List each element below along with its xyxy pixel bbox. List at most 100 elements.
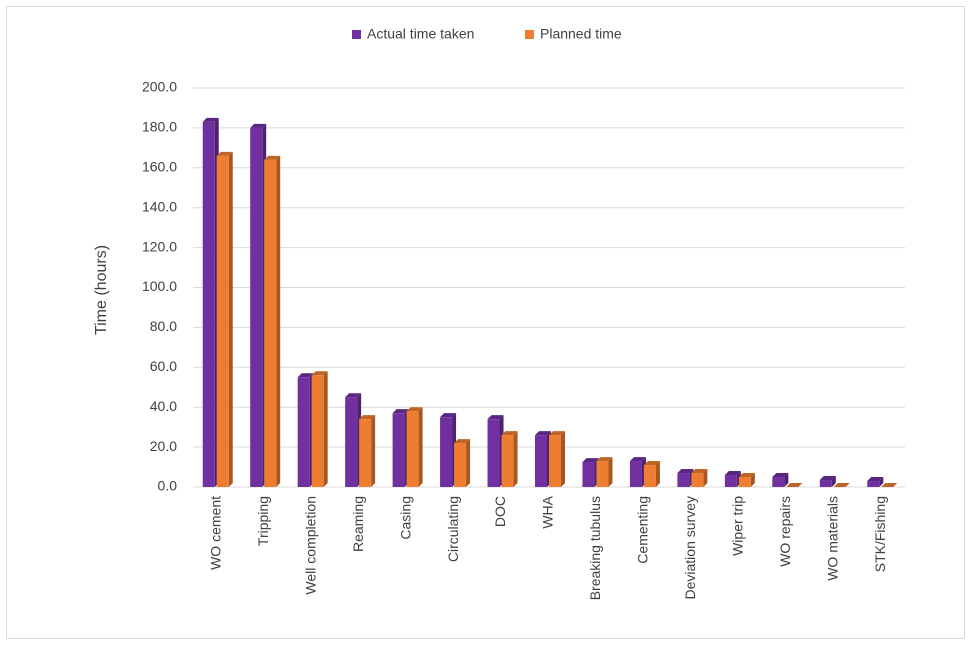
chart-border — [6, 6, 965, 639]
x-tick-label: Casing — [397, 496, 413, 540]
bar — [264, 159, 277, 487]
x-tick-label: WO repairs — [777, 496, 793, 567]
y-tick-label: 160.0 — [142, 159, 177, 175]
bar-top — [549, 431, 565, 436]
x-tick-label: Circulating — [445, 496, 461, 562]
bar-side — [513, 431, 518, 487]
y-tick-label: 20.0 — [150, 438, 177, 454]
bar-top — [738, 473, 755, 478]
bar-side — [750, 473, 755, 487]
x-tick-label: Breaking tubulus — [587, 496, 603, 600]
bar-top — [691, 469, 708, 474]
bar-top — [345, 393, 362, 398]
y-tick-label: 140.0 — [142, 198, 177, 214]
bar — [738, 477, 751, 487]
bar — [629, 461, 642, 487]
bar-side — [371, 415, 376, 487]
x-tick-label: Deviation survey — [682, 496, 698, 600]
bar — [202, 121, 215, 487]
bar-side — [418, 407, 423, 487]
bar-top — [264, 155, 281, 160]
x-tick-label: Tripping — [255, 496, 271, 546]
legend-swatch — [352, 30, 361, 39]
bar — [250, 127, 263, 488]
bar-top — [359, 415, 376, 420]
bar-top — [867, 477, 884, 482]
bar — [406, 411, 419, 487]
bar-top — [582, 458, 599, 463]
bar-top — [311, 371, 328, 376]
bar — [297, 377, 310, 487]
bar-top — [772, 473, 789, 478]
bar — [691, 473, 704, 487]
bar-side — [608, 457, 613, 487]
bar — [454, 443, 467, 487]
bar-side — [466, 439, 471, 487]
bar-side — [784, 473, 789, 487]
bar-top — [216, 151, 233, 156]
y-tick-label: 100.0 — [142, 278, 177, 294]
bar-top — [487, 415, 504, 420]
bar-top — [833, 483, 850, 487]
bar-side — [323, 371, 328, 487]
bar — [867, 481, 880, 487]
bar-top — [819, 476, 836, 481]
y-tick-label: 60.0 — [150, 358, 177, 374]
bar-top — [677, 469, 694, 474]
bar-top — [643, 461, 660, 466]
bar-side — [276, 155, 281, 487]
bar — [772, 477, 785, 487]
x-tick-label: WHA — [540, 495, 556, 528]
bar — [216, 155, 229, 487]
bar — [487, 419, 500, 487]
bar — [440, 417, 453, 487]
bar-top — [535, 431, 551, 436]
y-tick-label: 180.0 — [142, 119, 177, 135]
x-tick-label: DOC — [492, 496, 508, 527]
bar-top — [406, 407, 423, 412]
bar — [596, 461, 609, 487]
bar-top — [596, 457, 613, 462]
legend-swatch — [525, 30, 534, 39]
y-tick-label: 0.0 — [158, 478, 178, 494]
bar-top — [501, 431, 518, 436]
bar — [501, 435, 514, 487]
legend-label: Actual time taken — [367, 26, 474, 42]
y-tick-label: 200.0 — [142, 79, 177, 95]
x-tick-label: Wiper trip — [730, 496, 746, 556]
y-axis-title: Time (hours) — [93, 245, 110, 335]
y-tick-label: 40.0 — [150, 398, 177, 414]
bar — [359, 419, 372, 487]
bar-side — [655, 461, 660, 487]
bar-top — [297, 373, 314, 378]
x-tick-label: Reaming — [350, 496, 366, 552]
bar — [311, 375, 324, 487]
x-tick-label: Well completion — [302, 496, 318, 595]
bar — [345, 397, 358, 487]
bar — [643, 465, 656, 487]
bar-top — [881, 483, 898, 487]
bar-side — [703, 469, 708, 487]
bar — [582, 462, 595, 487]
bar-side — [561, 431, 565, 487]
bar — [392, 413, 405, 487]
bar — [535, 435, 547, 487]
x-tick-label: WO materials — [825, 496, 841, 581]
legend-label: Planned time — [540, 26, 622, 42]
bar-top — [786, 483, 803, 487]
bar-top — [392, 409, 409, 414]
bar — [677, 473, 690, 487]
bar-side — [879, 477, 884, 487]
y-tick-label: 120.0 — [142, 238, 177, 254]
y-tick-label: 80.0 — [150, 318, 177, 334]
bar-top — [629, 457, 646, 462]
bar — [724, 475, 737, 487]
bar-top — [250, 123, 267, 128]
bar-top — [202, 117, 219, 122]
x-tick-label: WO cement — [207, 496, 223, 570]
bar-top — [454, 439, 471, 444]
bar — [549, 435, 561, 487]
bar-side — [228, 151, 233, 487]
x-tick-label: Cementing — [635, 496, 651, 564]
